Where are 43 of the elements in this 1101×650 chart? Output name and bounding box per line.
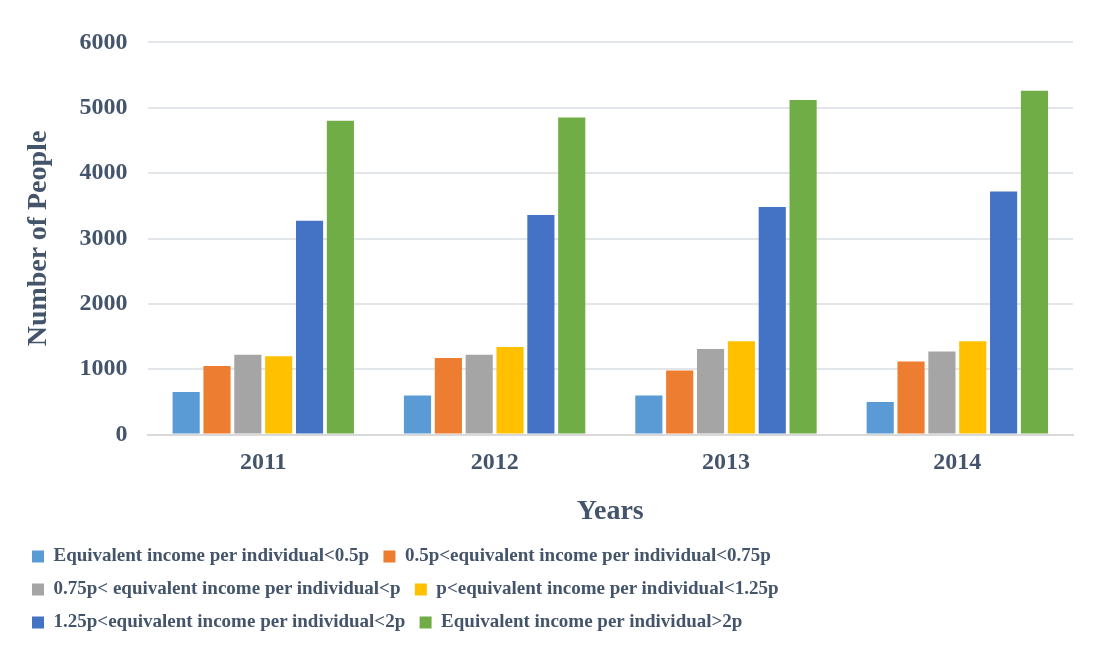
y-tick-label: 0 [115, 419, 128, 446]
legend-label: 0.75p< equivalent income per individual<p [53, 577, 401, 599]
bar [897, 361, 925, 434]
y-tick-label: 6000 [79, 27, 128, 54]
bar [403, 395, 432, 434]
legend-label: p<equivalent income per individual<1.25p [436, 577, 779, 599]
bar [635, 395, 663, 434]
legend-label: Equivalent income per individual<0.5p [53, 544, 370, 566]
x-tick-label: 2011 [239, 448, 287, 475]
bar [1020, 90, 1049, 434]
bar [527, 214, 555, 434]
legend-label: 1.25p<equivalent income per individual<2p [53, 610, 406, 632]
y-axis-title: Number of People [21, 130, 53, 347]
bar [789, 99, 817, 434]
bar [172, 392, 200, 434]
bar [496, 347, 524, 434]
bar [326, 120, 354, 434]
y-tick-label: 2000 [79, 289, 128, 316]
legend-label: 0.5p<equivalent income per individual<0.75p [404, 544, 771, 566]
y-tick-label: 4000 [79, 158, 128, 185]
bar [866, 401, 894, 434]
bar [203, 365, 231, 434]
bar [990, 191, 1018, 434]
bar [558, 117, 586, 434]
y-tick-label: 3000 [79, 223, 128, 250]
bar [928, 351, 956, 434]
y-tick-label: 1000 [79, 354, 128, 381]
y-tick-label: 5000 [79, 92, 128, 119]
bar [434, 358, 462, 434]
bar [727, 341, 755, 434]
bar [295, 220, 324, 434]
bar [234, 354, 262, 434]
x-axis-title: Years [576, 494, 644, 526]
x-tick-label: 2013 [701, 448, 750, 475]
bar [265, 356, 293, 434]
bar [465, 354, 493, 434]
x-tick-label: 2014 [933, 448, 982, 475]
bar [959, 341, 987, 434]
bar [758, 207, 786, 434]
legend-label: Equivalent income per individual>2p [441, 610, 743, 632]
x-tick-label: 2012 [470, 448, 519, 475]
bar [696, 348, 725, 434]
bar [666, 370, 694, 434]
